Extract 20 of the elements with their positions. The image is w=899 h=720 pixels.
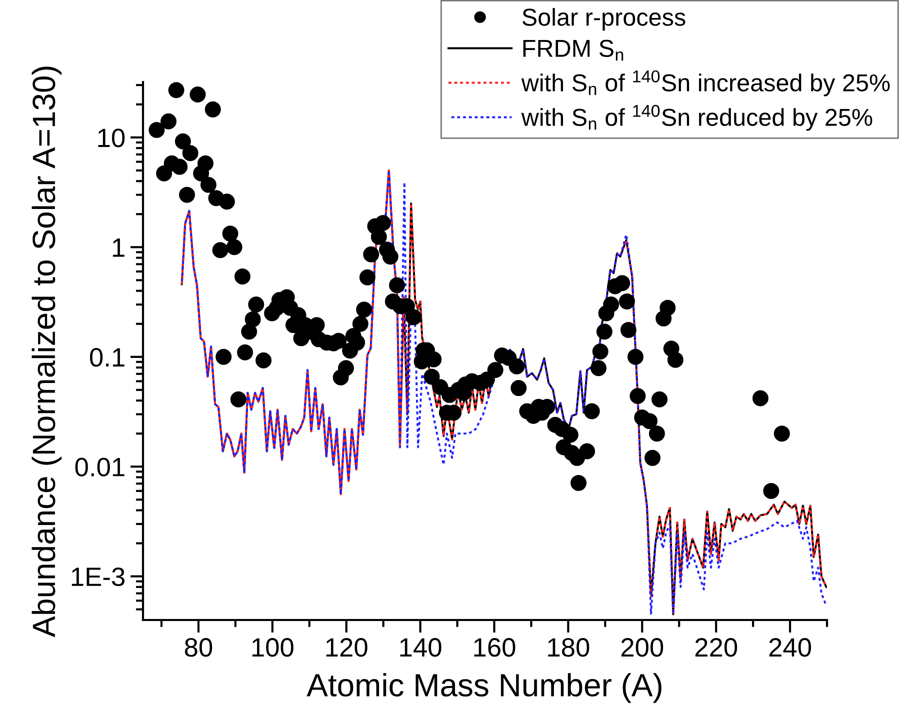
y-tick-label: 1E-3 <box>72 567 124 586</box>
y-tick-label: 0.1 <box>90 348 124 367</box>
x-tick-label: 100 <box>252 638 294 657</box>
x-tick-label: 180 <box>548 638 590 657</box>
legend-label: Solar r-process <box>522 8 686 31</box>
x-tick-label: 120 <box>326 638 368 657</box>
legend-label: with S$_{n}$ of $^{140}$Sn increased by 25% <box>521 70 890 96</box>
x-tick-label: 160 <box>474 638 516 657</box>
y-tick-label: 10 <box>98 128 125 148</box>
x-tick-label: 80 <box>184 638 212 657</box>
x-tick-label: 240 <box>769 638 812 657</box>
y-tick-label: 1 <box>112 238 124 257</box>
x-tick-label: 220 <box>695 638 738 657</box>
legend-label: with S$_{n}$ of $^{140}$Sn reduced by 25% <box>521 104 872 131</box>
x-tick-label: 140 <box>400 638 442 657</box>
y-axis-title: Abundance (Normalized to Solar A=130) <box>32 66 62 638</box>
legend-label: FRDM S$_{n}$ <box>523 40 624 61</box>
x-tick-label: 200 <box>621 638 664 657</box>
x-axis-title: Atomic Mass Number (A) <box>306 673 662 703</box>
y-tick-label: 0.01 <box>75 458 124 476</box>
